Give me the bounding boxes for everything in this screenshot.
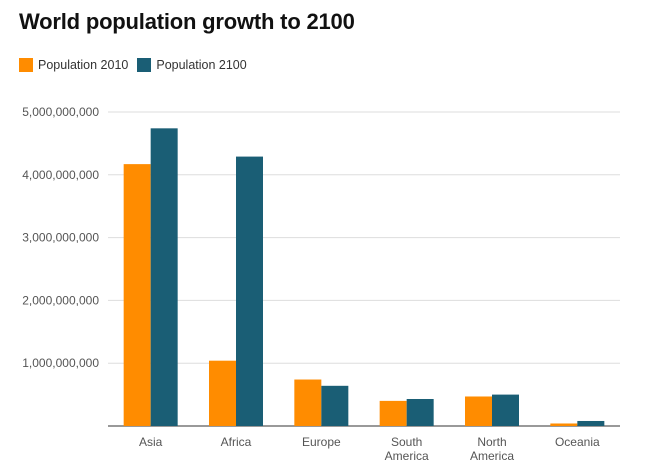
bar[interactable]: [321, 385, 349, 426]
legend-swatch-2100: [137, 58, 152, 72]
bar[interactable]: [294, 379, 322, 426]
x-tick-label: Oceania: [555, 435, 600, 449]
x-tick-label: South America: [385, 435, 429, 463]
bar[interactable]: [492, 394, 519, 426]
bar[interactable]: [550, 423, 578, 426]
y-tick-label: 3,000,000,000: [22, 231, 99, 245]
x-tick-label: North America: [470, 435, 514, 463]
x-tick-label: Africa: [221, 435, 252, 449]
gridlines: [108, 111, 620, 427]
bar[interactable]: [150, 128, 178, 426]
x-tick-label: Europe: [302, 435, 341, 449]
bar[interactable]: [406, 398, 434, 426]
y-tick-label: 5,000,000,000: [22, 105, 99, 119]
bar[interactable]: [209, 360, 236, 426]
bar[interactable]: [379, 400, 407, 426]
legend-label-2010: Population 2010: [38, 58, 129, 72]
bar[interactable]: [236, 156, 263, 426]
bar[interactable]: [123, 164, 151, 426]
bars: [123, 128, 605, 426]
legend-swatch-2010: [19, 58, 33, 72]
y-tick-label: 4,000,000,000: [22, 168, 99, 182]
bar[interactable]: [465, 396, 492, 426]
bar[interactable]: [577, 420, 605, 426]
legend: Population 2010 Population 2100: [19, 58, 256, 72]
y-tick-label: 2,000,000,000: [22, 293, 99, 307]
y-tick-label: 1,000,000,000: [22, 356, 99, 370]
y-axis-ticks: 5,000,000,000 4,000,000,000 3,000,000,000 2…: [22, 105, 99, 370]
x-tick-label: Asia: [139, 435, 163, 449]
legend-item-2100[interactable]: Population 2100: [137, 58, 247, 72]
legend-label-2100: Population 2100: [156, 58, 247, 72]
chart-title: World population growth to 2100: [19, 9, 355, 34]
legend-item-2010[interactable]: Population 2010: [19, 58, 128, 72]
x-axis-ticks: Asia Africa Europe South America North America…: [139, 435, 600, 463]
